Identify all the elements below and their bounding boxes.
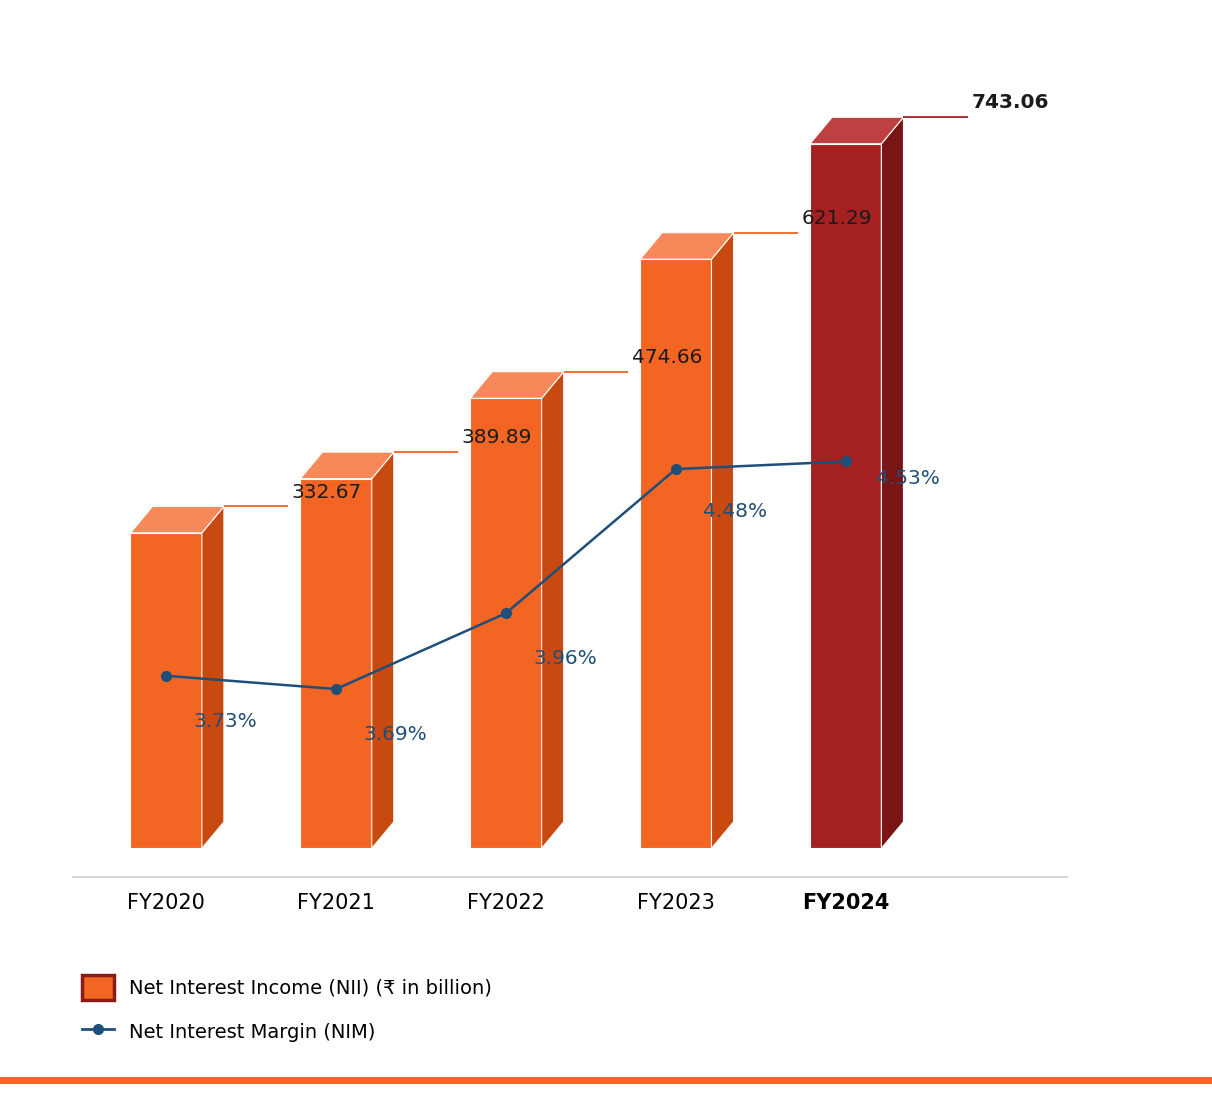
Text: 743.06: 743.06	[972, 93, 1048, 113]
Polygon shape	[301, 452, 394, 479]
Text: 3.73%: 3.73%	[194, 711, 257, 731]
Polygon shape	[202, 506, 224, 848]
Text: 474.66: 474.66	[631, 347, 702, 367]
Bar	[810, 144, 881, 848]
Text: 621.29: 621.29	[801, 209, 873, 228]
Polygon shape	[810, 117, 903, 144]
Polygon shape	[881, 117, 903, 848]
Text: 332.67: 332.67	[292, 482, 362, 502]
Bar	[640, 260, 711, 848]
Bar	[301, 479, 372, 848]
Polygon shape	[470, 372, 564, 398]
Legend: Net Interest Income (NII) (₹ in billion), Net Interest Margin (NIM): Net Interest Income (NII) (₹ in billion)…	[82, 974, 492, 1044]
Text: 3.96%: 3.96%	[533, 649, 596, 669]
Polygon shape	[372, 452, 394, 848]
Text: 389.89: 389.89	[462, 429, 532, 447]
Polygon shape	[711, 232, 733, 848]
Polygon shape	[640, 232, 733, 260]
Polygon shape	[542, 372, 564, 848]
Polygon shape	[131, 506, 224, 533]
Bar	[131, 533, 202, 848]
Bar	[470, 398, 542, 848]
Text: 4.53%: 4.53%	[876, 469, 941, 488]
Text: 3.69%: 3.69%	[364, 726, 427, 744]
Text: 4.48%: 4.48%	[703, 502, 767, 522]
